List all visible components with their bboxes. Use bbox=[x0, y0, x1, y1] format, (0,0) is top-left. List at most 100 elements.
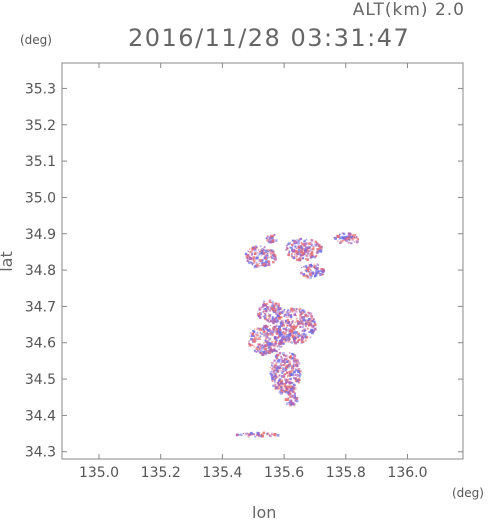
echo-cell bbox=[289, 400, 292, 403]
echo-cell bbox=[298, 258, 301, 261]
echo-cell bbox=[342, 240, 344, 242]
echo-cell bbox=[292, 383, 296, 387]
echo-cell bbox=[274, 337, 276, 339]
echo-cell bbox=[272, 319, 274, 321]
echo-cell bbox=[274, 372, 278, 376]
echo-cell bbox=[347, 241, 350, 244]
echo-cell bbox=[282, 374, 286, 377]
echo-cell bbox=[322, 273, 325, 276]
echo-cell bbox=[293, 253, 296, 256]
echo-cell bbox=[253, 252, 257, 255]
echo-cell bbox=[351, 236, 355, 240]
echo-cell bbox=[290, 307, 294, 311]
echo-cell bbox=[282, 324, 285, 327]
echo-cell bbox=[267, 314, 271, 318]
echo-cell bbox=[284, 361, 287, 364]
echo-cell bbox=[305, 333, 308, 336]
echo-cell bbox=[314, 267, 317, 270]
echo-cell bbox=[261, 434, 265, 438]
echo-cell bbox=[284, 327, 287, 331]
echo-cell bbox=[256, 252, 259, 254]
echo-cell bbox=[290, 341, 294, 344]
echo-cell bbox=[268, 328, 271, 330]
echo-cell bbox=[285, 339, 288, 342]
echo-cell bbox=[263, 325, 267, 328]
echo-cell bbox=[266, 302, 269, 305]
echo-cell bbox=[268, 239, 272, 242]
echo-cell bbox=[308, 247, 311, 250]
echo-cell bbox=[254, 435, 257, 438]
echo-cell bbox=[280, 339, 283, 343]
y-tick-label: 35.0 bbox=[25, 190, 56, 206]
echo-cell bbox=[299, 320, 303, 324]
echo-cell bbox=[267, 340, 270, 343]
echo-cell bbox=[285, 366, 288, 369]
echo-cell bbox=[268, 317, 271, 320]
echo-cell bbox=[292, 332, 294, 334]
echo-cell bbox=[315, 242, 319, 246]
echo-cell bbox=[265, 324, 268, 327]
echo-cell bbox=[309, 312, 313, 316]
echo-cell bbox=[283, 354, 285, 357]
echo-cell bbox=[283, 354, 286, 357]
echo-cell bbox=[315, 252, 318, 255]
echo-cell bbox=[262, 300, 265, 303]
echo-cell bbox=[246, 254, 249, 257]
echo-cell bbox=[270, 344, 272, 346]
echo-cell bbox=[276, 358, 279, 360]
echo-cell bbox=[292, 370, 296, 374]
echo-cell bbox=[282, 313, 284, 315]
echo-cell bbox=[256, 338, 259, 340]
echo-cell bbox=[276, 365, 279, 368]
echo-cell bbox=[294, 374, 297, 376]
echo-cell bbox=[261, 332, 264, 335]
echo-cell bbox=[282, 328, 285, 330]
echo-cell bbox=[269, 434, 272, 438]
echo-cell bbox=[263, 316, 266, 319]
echo-cell bbox=[305, 322, 308, 325]
echo-cell bbox=[262, 334, 266, 337]
echo-cell bbox=[287, 376, 289, 378]
echo-cell bbox=[302, 266, 304, 268]
echo-cell bbox=[260, 435, 263, 438]
echo-cell bbox=[311, 272, 314, 275]
echo-cell bbox=[289, 387, 293, 391]
echo-cell bbox=[267, 235, 269, 237]
echo-cell bbox=[263, 310, 266, 313]
echo-cell bbox=[293, 332, 296, 335]
echo-cell bbox=[259, 312, 261, 314]
echo-cell bbox=[280, 311, 284, 314]
echo-cell bbox=[310, 269, 312, 271]
echo-cell bbox=[292, 363, 295, 366]
echo-cell bbox=[256, 431, 260, 435]
echo-cell bbox=[286, 402, 289, 405]
echo-cell bbox=[238, 434, 240, 436]
echo-cell bbox=[314, 275, 317, 278]
echo-cell bbox=[278, 329, 281, 332]
plot-frame bbox=[61, 62, 464, 460]
echo-cell bbox=[287, 378, 290, 380]
echo-cell bbox=[265, 237, 268, 240]
echo-cell bbox=[308, 252, 312, 256]
echo-cell bbox=[342, 237, 345, 240]
echo-cell bbox=[278, 380, 280, 382]
echo-cell bbox=[277, 302, 280, 306]
echo-cell bbox=[293, 239, 296, 242]
echo-cell bbox=[285, 368, 288, 371]
echo-cell bbox=[283, 338, 285, 340]
echo-cell bbox=[313, 265, 316, 268]
echo-cell bbox=[268, 337, 272, 341]
echo-cell bbox=[264, 254, 267, 257]
echo-cell bbox=[310, 252, 313, 255]
echo-cell bbox=[299, 312, 301, 314]
echo-cell bbox=[287, 336, 290, 340]
echo-cell bbox=[264, 304, 266, 307]
echo-cell bbox=[269, 348, 273, 352]
echo-cell bbox=[259, 264, 261, 267]
echo-cell bbox=[288, 372, 291, 375]
echo-cell bbox=[279, 322, 281, 324]
echo-cell bbox=[301, 253, 305, 257]
echo-cell bbox=[309, 256, 312, 259]
echo-cell bbox=[285, 381, 287, 384]
echo-cell bbox=[296, 241, 300, 245]
